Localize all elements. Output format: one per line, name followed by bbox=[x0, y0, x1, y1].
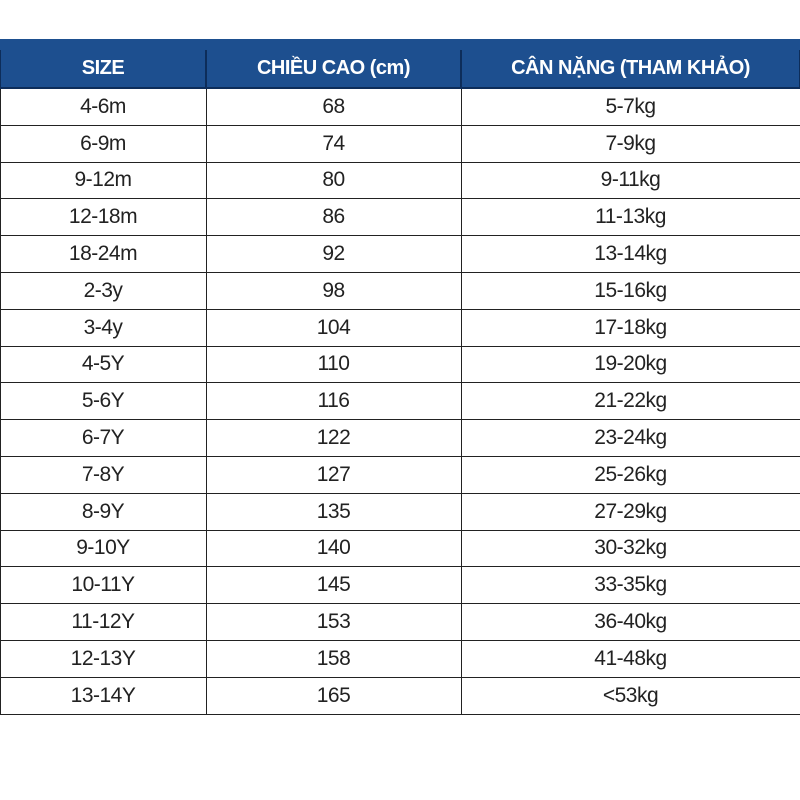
table-row: 12-13Y 158 41-48kg bbox=[0, 639, 800, 678]
table-row: 9-12m 80 9-11kg bbox=[0, 161, 800, 200]
table-row: 11-12Y 153 36-40kg bbox=[0, 603, 800, 641]
weight-cell: 13-14kg bbox=[460, 235, 800, 273]
size-cell: 8-9Y bbox=[0, 492, 207, 531]
weight-cell: 17-18kg bbox=[460, 308, 800, 347]
height-cell: 110 bbox=[205, 345, 462, 384]
table-row: 8-9Y 135 27-29kg bbox=[0, 492, 800, 531]
height-cell: 86 bbox=[205, 198, 462, 237]
header-weight: CÂN NẶNG (THAM KHẢO) bbox=[460, 50, 800, 89]
height-cell: 158 bbox=[205, 639, 462, 678]
size-cell: 2-3y bbox=[0, 271, 207, 310]
weight-cell: 11-13kg bbox=[460, 198, 800, 237]
weight-cell: 19-20kg bbox=[460, 345, 800, 384]
size-cell: 9-12m bbox=[0, 161, 207, 200]
size-cell: 3-4y bbox=[0, 308, 207, 347]
table-row: 2-3y 98 15-16kg bbox=[0, 271, 800, 310]
table-row: 9-10Y 140 30-32kg bbox=[0, 529, 800, 568]
size-chart-table: SIZE CHIỀU CAO (cm) CÂN NẶNG (THAM KHẢO)… bbox=[0, 50, 800, 715]
size-cell: 7-8Y bbox=[0, 455, 207, 494]
weight-cell: 25-26kg bbox=[460, 455, 800, 494]
weight-cell: 23-24kg bbox=[460, 419, 800, 457]
weight-cell: 41-48kg bbox=[460, 639, 800, 678]
weight-cell: 7-9kg bbox=[460, 124, 800, 163]
weight-cell: 27-29kg bbox=[460, 492, 800, 531]
size-cell: 6-9m bbox=[0, 124, 207, 163]
table-row: 5-6Y 116 21-22kg bbox=[0, 382, 800, 421]
table-row: 10-11Y 145 33-35kg bbox=[0, 566, 800, 605]
table-row: 6-9m 74 7-9kg bbox=[0, 124, 800, 163]
height-cell: 127 bbox=[205, 455, 462, 494]
size-cell: 5-6Y bbox=[0, 382, 207, 421]
header-height: CHIỀU CAO (cm) bbox=[205, 50, 462, 89]
size-cell: 11-12Y bbox=[0, 603, 207, 641]
table-row: 3-4y 104 17-18kg bbox=[0, 308, 800, 347]
weight-cell: 21-22kg bbox=[460, 382, 800, 421]
size-cell: 13-14Y bbox=[0, 676, 207, 715]
size-cell: 9-10Y bbox=[0, 529, 207, 568]
weight-cell: 33-35kg bbox=[460, 566, 800, 605]
height-cell: 74 bbox=[205, 124, 462, 163]
size-cell: 18-24m bbox=[0, 235, 207, 273]
header-size: SIZE bbox=[0, 50, 207, 89]
weight-cell: 5-7kg bbox=[460, 87, 800, 126]
height-cell: 165 bbox=[205, 676, 462, 715]
table-row: 12-18m 86 11-13kg bbox=[0, 198, 800, 237]
height-cell: 122 bbox=[205, 419, 462, 457]
weight-cell: 30-32kg bbox=[460, 529, 800, 568]
height-cell: 98 bbox=[205, 271, 462, 310]
size-cell: 4-5Y bbox=[0, 345, 207, 384]
table-row: 18-24m 92 13-14kg bbox=[0, 235, 800, 273]
height-cell: 116 bbox=[205, 382, 462, 421]
size-cell: 6-7Y bbox=[0, 419, 207, 457]
size-cell: 12-18m bbox=[0, 198, 207, 237]
size-cell: 12-13Y bbox=[0, 639, 207, 678]
size-cell: 10-11Y bbox=[0, 566, 207, 605]
weight-cell: 9-11kg bbox=[460, 161, 800, 200]
table-row: 13-14Y 165 <53kg bbox=[0, 676, 800, 715]
table-row: 4-6m 68 5-7kg bbox=[0, 87, 800, 126]
weight-cell: 36-40kg bbox=[460, 603, 800, 641]
table-top-band bbox=[0, 39, 800, 50]
height-cell: 92 bbox=[205, 235, 462, 273]
weight-cell: 15-16kg bbox=[460, 271, 800, 310]
weight-cell: <53kg bbox=[460, 676, 800, 715]
height-cell: 135 bbox=[205, 492, 462, 531]
height-cell: 145 bbox=[205, 566, 462, 605]
height-cell: 140 bbox=[205, 529, 462, 568]
table-row: 6-7Y 122 23-24kg bbox=[0, 419, 800, 457]
height-cell: 153 bbox=[205, 603, 462, 641]
height-cell: 68 bbox=[205, 87, 462, 126]
height-cell: 80 bbox=[205, 161, 462, 200]
header-row: SIZE CHIỀU CAO (cm) CÂN NẶNG (THAM KHẢO) bbox=[0, 50, 800, 89]
size-cell: 4-6m bbox=[0, 87, 207, 126]
height-cell: 104 bbox=[205, 308, 462, 347]
table-row: 7-8Y 127 25-26kg bbox=[0, 455, 800, 494]
table-row: 4-5Y 110 19-20kg bbox=[0, 345, 800, 384]
